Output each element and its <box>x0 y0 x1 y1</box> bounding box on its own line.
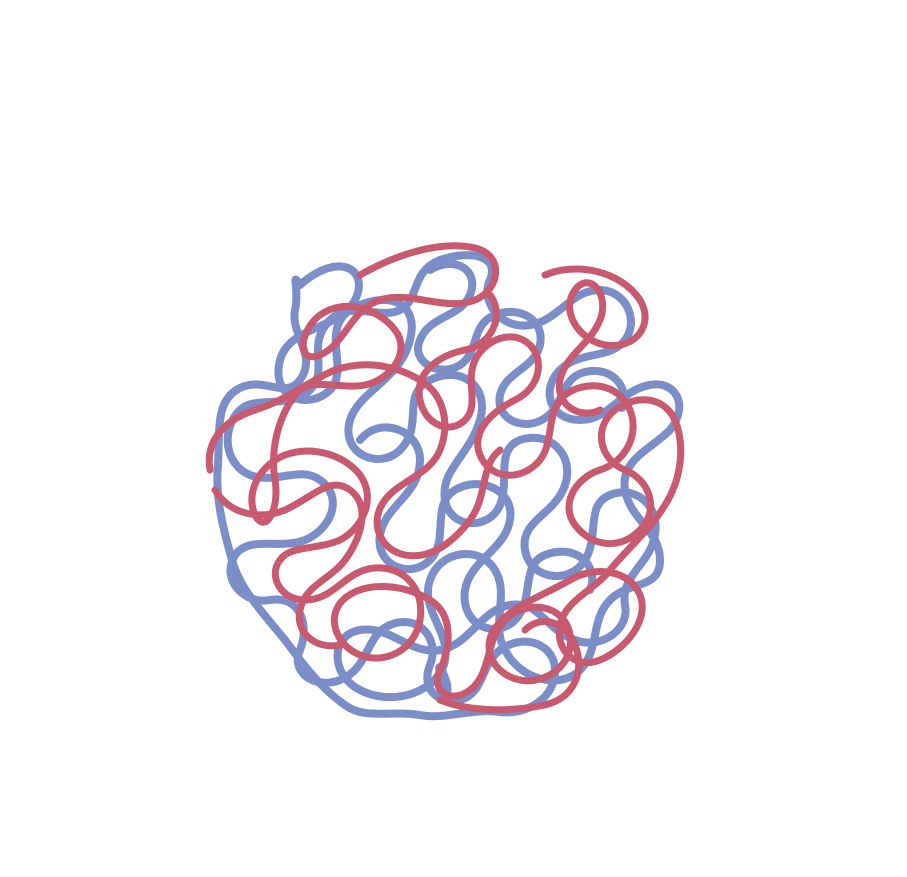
blue-strand-loop-5 <box>356 423 597 633</box>
blue-strand <box>213 251 684 721</box>
blue-strand-loop-1 <box>274 262 660 647</box>
red-strand-loop-1 <box>248 242 500 564</box>
red-strand <box>205 242 685 714</box>
red-strand-loop-4 <box>415 291 637 479</box>
blue-strand-loop-4 <box>213 275 559 721</box>
blue-strand-loop-2 <box>333 486 664 702</box>
blue-strand-loop-3 <box>223 251 684 605</box>
red-strand-loop-5 <box>541 265 649 417</box>
red-strand-loop-3 <box>485 396 685 684</box>
red-strand-loop-8 <box>436 618 583 714</box>
red-strand-loop-7 <box>211 481 366 650</box>
red-strand-loop-6 <box>205 361 504 560</box>
